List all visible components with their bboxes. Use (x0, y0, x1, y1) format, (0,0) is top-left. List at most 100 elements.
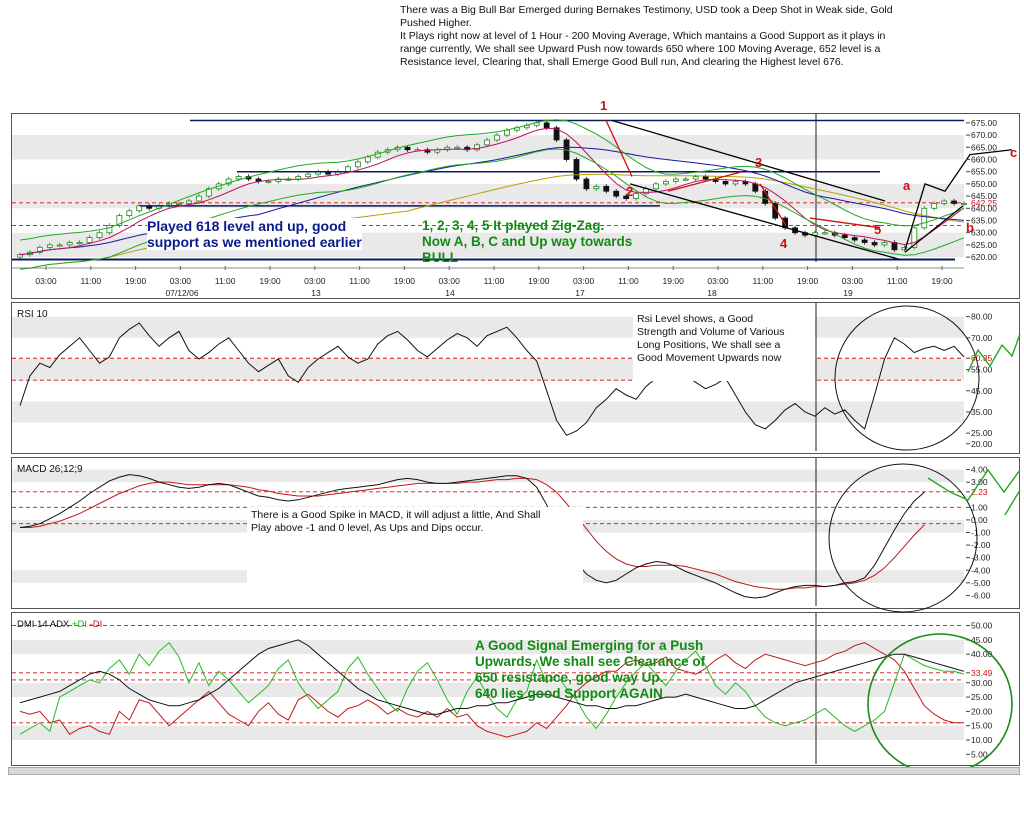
time-tick-label: 11:00 (887, 276, 908, 286)
note-dmi: A Good Signal Emerging for a Push Upward… (475, 638, 706, 701)
time-tick-label: 03:00 (842, 276, 864, 286)
price-tick-label: 670.00 (971, 130, 997, 140)
rsi-tick-label: 70.00 (971, 333, 993, 343)
bollinger-upper-line (19, 119, 965, 241)
macd-tick-label: -5.00 (971, 578, 991, 588)
macd-signal-line (20, 477, 925, 590)
candle-body (176, 203, 182, 206)
rsi-tick-label: 45.00 (971, 386, 993, 396)
macd-highlight-circle (828, 463, 978, 613)
candle-body (494, 134, 500, 141)
dmi-tick-label: 20.00 (971, 706, 993, 716)
rsi-line (19, 322, 965, 436)
date-tick-label: 14 (445, 288, 455, 298)
candle-body (653, 183, 659, 190)
rsi-tick-label: 20.00 (971, 439, 993, 449)
candle-body (56, 244, 63, 247)
date-tick-label: 18 (707, 288, 717, 298)
wave-label-a: a (903, 178, 911, 193)
time-tick-label: 19:00 (797, 276, 819, 286)
rsi-tick-label: 35.00 (971, 407, 993, 417)
price-overlays: 1 2 3 4 5 a b c (12, 98, 1017, 270)
time-axis: 03:00 11:00 19:00 03:00 11:00 19:00 03:00 11:00… (12, 266, 964, 298)
macd-tick-label: -1.00 (971, 528, 991, 538)
candle-body (364, 156, 371, 163)
candle-body (86, 237, 93, 243)
time-tick-label: 03:00 (170, 276, 192, 286)
price-tick-label: 635.00 (971, 216, 997, 226)
price-tick-label: 625.00 (971, 240, 997, 250)
rsi-tick-label: 80.00 (971, 312, 993, 322)
candle-body (583, 178, 590, 190)
price-tick-label: 655.00 (971, 167, 997, 177)
wave-segment (809, 217, 881, 229)
projection-support-line (904, 205, 964, 253)
candle-body (752, 183, 759, 192)
time-tick-label: 11:00 (349, 276, 370, 286)
candle-body (474, 144, 480, 151)
candle-body (951, 200, 957, 204)
dmi-highlight-circle (867, 633, 1013, 775)
macd-tick-label: 1.00 (971, 502, 988, 512)
dmi-title: DMI 14 ADX +DI -DI (17, 619, 102, 630)
candle-body (504, 129, 510, 136)
candle-body (404, 146, 411, 151)
candle-body (106, 224, 113, 234)
wave-label-c: c (1010, 145, 1017, 160)
macd-tick-label: -6.00 (971, 590, 991, 600)
candle-body (702, 176, 709, 180)
price-tick-label: 675.00 (971, 118, 997, 128)
candle-body (682, 178, 689, 181)
macd-line (19, 474, 925, 599)
date-tick-label: 19 (843, 288, 853, 298)
rsi-title: RSI 10 (17, 309, 48, 320)
note-macd: There is a Good Spike in MACD, it will a… (247, 507, 583, 595)
horizontal-scrollbar[interactable] (8, 767, 1020, 775)
wave-label-5: 5 (874, 222, 881, 237)
candle-body (76, 242, 83, 245)
channel-upper-line (611, 119, 886, 202)
time-tick-label: 19:00 (125, 276, 147, 286)
wave-label-b: b (966, 220, 974, 235)
candle-body (772, 203, 779, 219)
rsi-tick-label: 25.00 (971, 428, 993, 438)
candle-body (623, 195, 630, 199)
candle-body (901, 246, 908, 251)
macd-tick-label: -4.00 (971, 565, 991, 575)
time-tick-label: 03:00 (573, 276, 595, 286)
time-tick-label: 03:00 (439, 276, 461, 286)
price-tick-label: 640.00 (971, 203, 997, 213)
price-tick-label: 645.00 (971, 191, 997, 201)
dmi-tick-label: 5.00 (971, 749, 988, 759)
time-tick-label: 11:00 (484, 276, 505, 286)
time-tick-label: 19:00 (259, 276, 281, 286)
candle-body (911, 227, 918, 248)
macd-projection-tick (1004, 489, 1021, 516)
wave-segment (759, 183, 787, 226)
time-tick-label: 03:00 (707, 276, 729, 286)
price-tick-label: 660.00 (971, 154, 997, 164)
candle-body (543, 122, 550, 129)
candle-body (295, 176, 302, 180)
candle-body (454, 146, 461, 149)
candle-body (116, 215, 123, 226)
price-axis: 675.00 670.00 665.00 660.00 655.00 650.00 645.… (966, 118, 997, 262)
wave-segment (605, 120, 633, 177)
candle-body (484, 139, 490, 146)
candle-body (186, 200, 192, 204)
time-tick-label: 19:00 (394, 276, 416, 286)
rsi-tick-label: 60.35 (971, 353, 993, 363)
candle-body (921, 207, 928, 229)
note-played-618: Played 618 level and up, good support as… (147, 218, 362, 250)
candle-body (821, 232, 828, 235)
time-tick-label: 19:00 (663, 276, 685, 286)
candle-body (573, 159, 580, 180)
candle-body (46, 244, 53, 248)
time-tick-label: 11:00 (80, 276, 101, 286)
candle-body (265, 181, 272, 184)
candle-body (871, 242, 878, 246)
candle-body (961, 203, 967, 206)
time-tick-label: 11:00 (618, 276, 639, 286)
candle-body (662, 181, 669, 185)
wave-label-1: 1 (600, 98, 607, 113)
